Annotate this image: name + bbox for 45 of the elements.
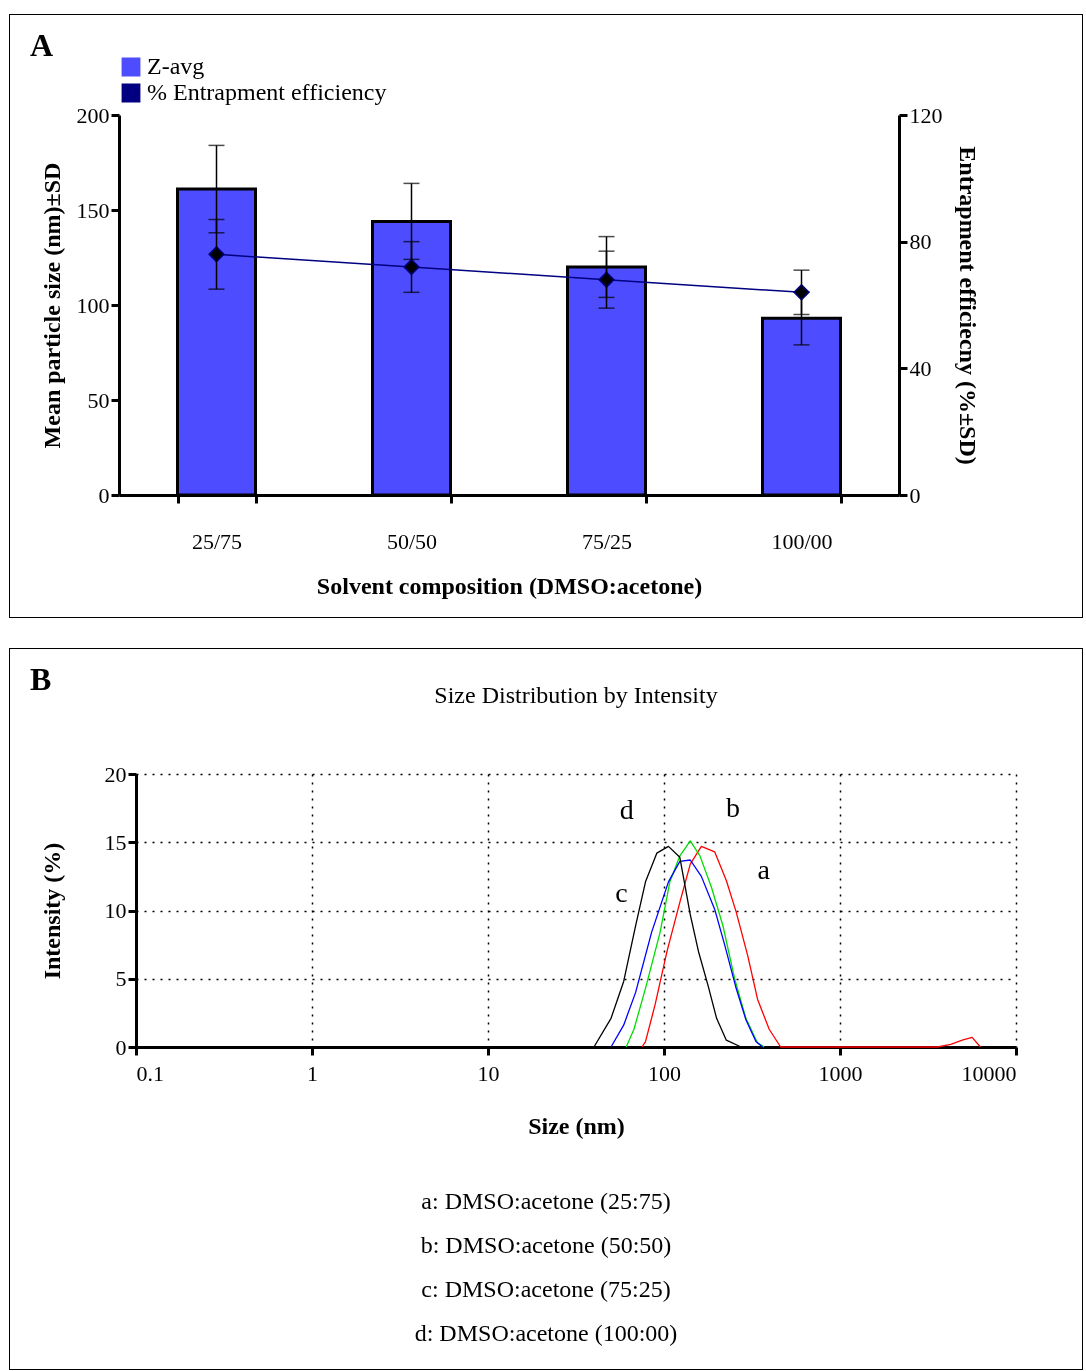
point xyxy=(208,246,225,263)
y-tick-label: 50 xyxy=(87,387,110,413)
text: c: DMSO:acetone (75:25) xyxy=(420,1275,672,1304)
text: d: DMSO:acetone (100:00) xyxy=(413,1319,679,1348)
y-tick-label: 150 xyxy=(76,197,110,223)
y2-tick-label: 0 xyxy=(909,482,921,508)
x-tick-label: 25/75 xyxy=(191,528,243,554)
text: A xyxy=(30,27,54,64)
x-tick-label: 1 xyxy=(307,1060,318,1086)
annotation: d xyxy=(619,794,634,826)
point xyxy=(598,271,615,288)
y-tick-label: 200 xyxy=(76,102,110,128)
y-tick-label: 0 xyxy=(98,482,110,508)
x-axis-title: Size (nm) xyxy=(528,1112,625,1139)
legend-label: % Entrapment efficiency xyxy=(147,79,387,105)
x-tick-label: 100/00 xyxy=(771,528,833,554)
y-axis-title: Mean particle size (nm)±SD xyxy=(38,162,65,449)
x-tick-label: 10000 xyxy=(961,1060,1017,1086)
x-tick-label: 50/50 xyxy=(386,528,438,554)
x-tick-label: 10 xyxy=(477,1060,500,1086)
y-tick-label: 10 xyxy=(104,898,127,923)
point xyxy=(793,284,810,301)
y2-axis-title: Entrapment efficiecny (%±SD) xyxy=(954,146,981,465)
y-axis-title: Intensity (%) xyxy=(38,842,65,980)
y-tick-label: 100 xyxy=(76,292,110,318)
x-tick-label: 0.1 xyxy=(136,1060,164,1086)
y-tick-label: 15 xyxy=(104,829,127,855)
y-tick-label: 20 xyxy=(104,761,127,787)
chart-title: Size Distribution by Intensity xyxy=(434,682,718,708)
x-tick-label: 100 xyxy=(648,1060,681,1086)
y-tick-label: 0 xyxy=(115,1034,127,1060)
legend-label: Z-avg xyxy=(147,53,205,79)
x-axis-title: Solvent composition (DMSO:acetone) xyxy=(316,572,703,599)
text: a: DMSO:acetone (25:75) xyxy=(420,1187,672,1216)
y2-tick-label: 120 xyxy=(909,102,943,128)
y2-tick-label: 80 xyxy=(909,229,932,255)
annotation: a xyxy=(757,853,771,885)
annotation: b xyxy=(725,791,740,823)
annotation: c xyxy=(615,877,628,909)
x-tick-label: 1000 xyxy=(818,1060,863,1086)
text: b: DMSO:acetone (50:50) xyxy=(419,1231,673,1260)
text: B xyxy=(30,661,52,698)
x-tick-label: 75/25 xyxy=(581,528,633,554)
y2-tick-label: 40 xyxy=(909,355,932,381)
y-tick-label: 5 xyxy=(115,966,127,992)
